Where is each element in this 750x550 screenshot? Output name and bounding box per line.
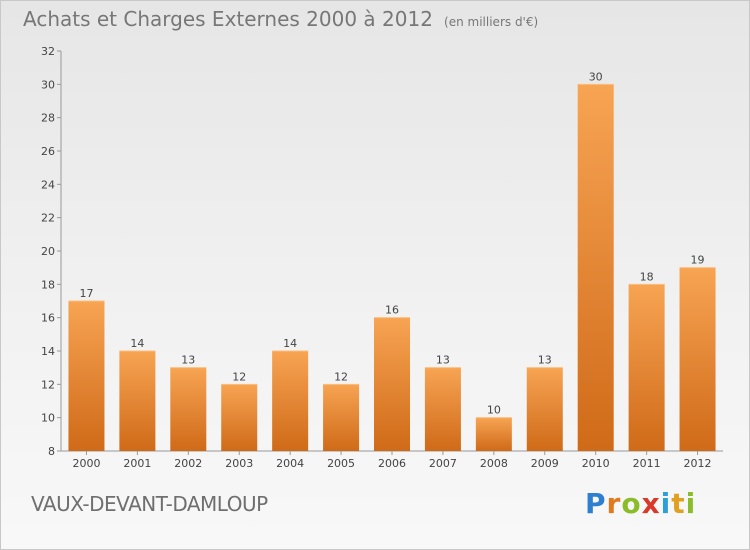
data-label: 12 xyxy=(334,370,348,383)
y-tick-label: 30 xyxy=(41,78,55,91)
title-row: Achats et Charges Externes 2000 à 2012 (… xyxy=(23,7,538,31)
bar xyxy=(424,367,461,451)
data-label: 18 xyxy=(640,270,654,283)
x-tick-label: 2012 xyxy=(684,457,712,470)
x-tick-label: 2000 xyxy=(72,457,100,470)
proxiti-logo[interactable]: Proxiti xyxy=(585,487,697,520)
chart-axes: 8 10 12 14 16 18 20 22 24 26 28 30 32 2000 2001 2002 200… xyxy=(41,45,723,470)
x-tick-label: 2006 xyxy=(378,457,406,470)
bar xyxy=(526,367,563,451)
data-label: 19 xyxy=(691,254,705,267)
x-tick-label: 2003 xyxy=(225,457,253,470)
y-tick-label: 28 xyxy=(41,112,55,125)
y-tick-label: 20 xyxy=(41,245,55,258)
data-label: 13 xyxy=(538,354,552,367)
x-tick-label: 2001 xyxy=(123,457,151,470)
x-tick-label: 2008 xyxy=(480,457,508,470)
data-label: 17 xyxy=(79,287,93,300)
x-tick-label: 2009 xyxy=(531,457,559,470)
bar xyxy=(628,284,665,451)
data-label: 13 xyxy=(436,354,450,367)
bar xyxy=(68,301,105,451)
data-label: 10 xyxy=(487,404,501,417)
y-tick-label: 16 xyxy=(41,312,55,325)
x-tick-label: 2004 xyxy=(276,457,304,470)
y-tick-label: 24 xyxy=(41,178,55,191)
y-tick-label: 22 xyxy=(41,212,55,225)
y-tick-label: 18 xyxy=(41,278,55,291)
bar xyxy=(679,267,716,451)
x-tick-label: 2005 xyxy=(327,457,355,470)
chart-title: Achats et Charges Externes 2000 à 2012 xyxy=(23,7,433,31)
data-label: 30 xyxy=(589,70,603,83)
bar xyxy=(475,417,512,451)
place-name: VAUX-DEVANT-DAMLOUP xyxy=(31,492,268,516)
y-tick-label: 14 xyxy=(41,345,55,358)
data-label: 14 xyxy=(130,337,144,350)
chart-bars: 17 14 13 12 14 12 16 13 10 13 30 18 19 xyxy=(68,70,716,451)
x-tick-label: 2010 xyxy=(582,457,610,470)
data-label: 16 xyxy=(385,304,399,317)
y-tick-label: 32 xyxy=(41,45,55,58)
bar xyxy=(170,367,207,451)
x-tick-label: 2007 xyxy=(429,457,457,470)
data-label: 14 xyxy=(283,337,297,350)
x-tick-label: 2011 xyxy=(633,457,661,470)
bar xyxy=(221,384,258,451)
y-tick-label: 8 xyxy=(48,445,55,458)
bar xyxy=(323,384,360,451)
data-label: 12 xyxy=(232,370,246,383)
x-tick-label: 2002 xyxy=(174,457,202,470)
bar xyxy=(374,317,410,451)
y-tick-label: 26 xyxy=(41,145,55,158)
y-tick-label: 10 xyxy=(41,412,55,425)
y-tick-label: 12 xyxy=(41,378,55,391)
data-label: 13 xyxy=(181,354,195,367)
bar xyxy=(272,351,309,451)
bar xyxy=(577,84,614,451)
chart-unit: (en milliers d'€) xyxy=(444,15,539,29)
bar xyxy=(119,351,156,451)
